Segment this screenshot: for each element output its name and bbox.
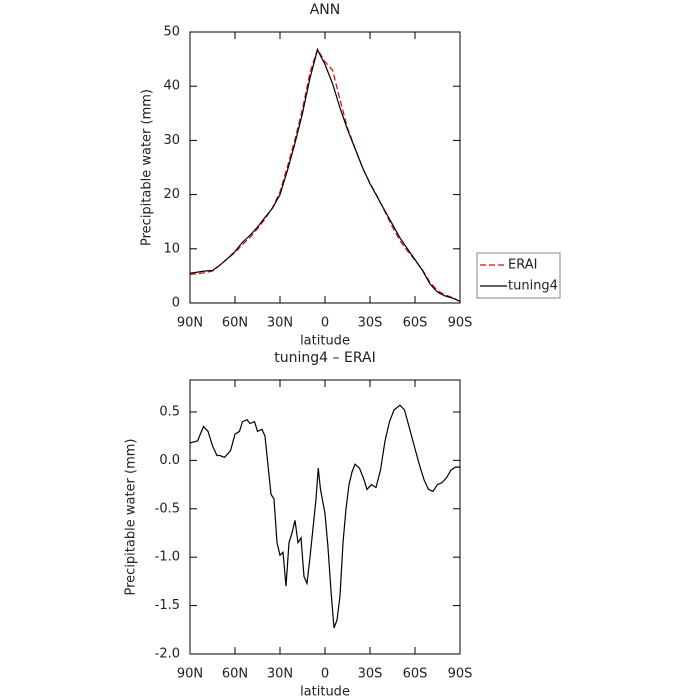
data-line <box>189 404 460 629</box>
x-tick-label: 30S <box>358 667 383 682</box>
y-tick-label: 0 <box>172 296 180 311</box>
chart-title: tuning4 – ERAI <box>274 350 375 366</box>
x-tick-label: 60S <box>403 316 428 331</box>
x-tick-label: 90S <box>448 667 473 682</box>
x-tick-label: 90N <box>177 667 203 682</box>
data-line <box>189 48 461 302</box>
x-axis-label: latitude <box>300 334 350 349</box>
y-tick-label: -0.5 <box>155 501 180 516</box>
x-tick-label: 90S <box>448 316 473 331</box>
legend-label: tuning4 <box>508 279 558 294</box>
y-tick-label: 30 <box>163 133 180 148</box>
y-axis-label: Precipitable water (mm) <box>124 439 139 596</box>
chart-title: ANN <box>310 2 341 18</box>
y-tick-label: -2.0 <box>155 647 180 662</box>
y-tick-label: 0.0 <box>159 453 180 468</box>
x-tick-label: 90N <box>177 316 203 331</box>
x-tick-label: 60S <box>403 667 428 682</box>
x-tick-label: 30S <box>358 316 383 331</box>
y-tick-label: -1.0 <box>155 550 180 565</box>
y-tick-label: 10 <box>163 241 180 256</box>
x-tick-label: 60N <box>222 667 248 682</box>
x-tick-label: 0 <box>321 667 329 682</box>
plot-frame <box>189 31 461 304</box>
y-axis-label: Precipitable water (mm) <box>140 89 155 246</box>
legend-label: ERAI <box>508 258 537 273</box>
x-tick-label: 30N <box>267 667 293 682</box>
y-tick-label: 50 <box>163 25 180 40</box>
x-tick-label: 60N <box>222 316 248 331</box>
y-tick-label: 40 <box>163 79 180 94</box>
x-axis-label: latitude <box>300 685 350 700</box>
data-line <box>189 47 461 302</box>
y-tick-label: 0.5 <box>159 404 180 419</box>
legend-box <box>476 252 561 299</box>
x-tick-label: 0 <box>321 316 329 331</box>
y-tick-label: -1.5 <box>155 598 180 613</box>
x-tick-label: 30N <box>267 316 293 331</box>
y-tick-label: 20 <box>163 187 180 202</box>
